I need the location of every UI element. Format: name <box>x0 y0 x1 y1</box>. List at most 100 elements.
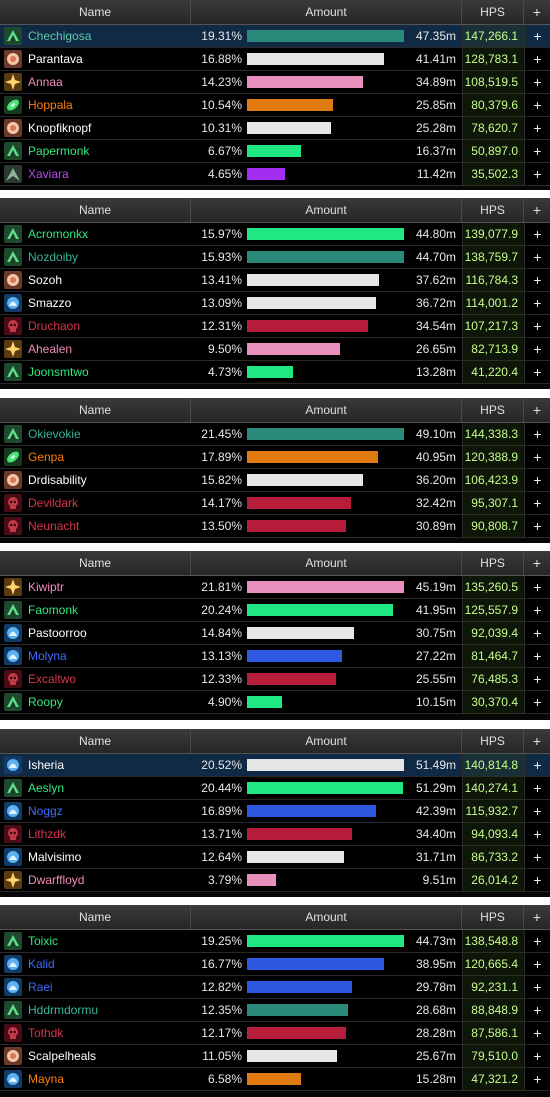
table-row[interactable]: Neunacht 13.50% 30.89m 90,808.7 + <box>0 515 550 538</box>
row-expand-button[interactable]: + <box>524 976 550 999</box>
table-row[interactable]: Excaltwo 12.33% 25.55m 76,485.3 + <box>0 668 550 691</box>
table-row[interactable]: Aeslyn 20.44% 51.29m 140,274.1 + <box>0 777 550 800</box>
row-expand-button[interactable]: + <box>524 869 550 892</box>
row-expand-button[interactable]: + <box>524 315 550 338</box>
table-row[interactable]: Xaviara 4.65% 11.42m 35,502.3 + <box>0 163 550 186</box>
row-expand-button[interactable]: + <box>524 246 550 269</box>
table-row[interactable]: Kiwiptr 21.81% 45.19m 135,260.5 + <box>0 576 550 599</box>
row-expand-button[interactable]: + <box>524 48 550 71</box>
row-expand-button[interactable]: + <box>524 71 550 94</box>
table-row[interactable]: Smazzo 13.09% 36.72m 114,001.2 + <box>0 292 550 315</box>
table-row[interactable]: Malvisimo 12.64% 31.71m 86,733.2 + <box>0 846 550 869</box>
row-expand-button[interactable]: + <box>524 930 550 953</box>
row-expand-button[interactable]: + <box>524 94 550 117</box>
row-expand-button[interactable]: + <box>524 492 550 515</box>
header-expand-button[interactable]: + <box>532 909 542 925</box>
row-expand-button[interactable]: + <box>524 800 550 823</box>
table-row[interactable]: Kalid 16.77% 38.95m 120,665.4 + <box>0 953 550 976</box>
table-row[interactable]: Knopfiknopf 10.31% 25.28m 78,620.7 + <box>0 117 550 140</box>
header-expand-button[interactable]: + <box>532 202 542 218</box>
table-row[interactable]: Acromonkx 15.97% 44.80m 139,077.9 + <box>0 223 550 246</box>
header-name[interactable]: Name <box>0 905 191 929</box>
row-expand-button[interactable]: + <box>524 163 550 186</box>
row-expand-button[interactable]: + <box>524 668 550 691</box>
header-amount[interactable]: Amount <box>191 551 462 575</box>
row-expand-button[interactable]: + <box>524 1022 550 1045</box>
header-hps[interactable]: HPS <box>462 905 524 929</box>
table-row[interactable]: Hddrmdormu 12.35% 28.68m 88,848.9 + <box>0 999 550 1022</box>
table-row[interactable]: Devildark 14.17% 32.42m 95,307.1 + <box>0 492 550 515</box>
header-name[interactable]: Name <box>0 729 191 753</box>
table-row[interactable]: Ahealen 9.50% 26.65m 82,713.9 + <box>0 338 550 361</box>
table-row[interactable]: Tothdk 12.17% 28.28m 87,586.1 + <box>0 1022 550 1045</box>
row-expand-button[interactable]: + <box>524 823 550 846</box>
table-row[interactable]: Sozoh 13.41% 37.62m 116,784.3 + <box>0 269 550 292</box>
table-row[interactable]: Papermonk 6.67% 16.37m 50,897.0 + <box>0 140 550 163</box>
row-expand-button[interactable]: + <box>524 361 550 384</box>
row-expand-button[interactable]: + <box>524 223 550 246</box>
row-expand-button[interactable]: + <box>524 269 550 292</box>
table-row[interactable]: Drdisability 15.82% 36.20m 106,423.9 + <box>0 469 550 492</box>
header-name[interactable]: Name <box>0 551 191 575</box>
table-row[interactable]: Noggz 16.89% 42.39m 115,932.7 + <box>0 800 550 823</box>
header-name[interactable]: Name <box>0 198 191 222</box>
row-expand-button[interactable]: + <box>524 1045 550 1068</box>
table-row[interactable]: Mayna 6.58% 15.28m 47,321.2 + <box>0 1068 550 1091</box>
row-expand-button[interactable]: + <box>524 754 550 777</box>
header-hps[interactable]: HPS <box>462 198 524 222</box>
row-expand-button[interactable]: + <box>524 338 550 361</box>
table-row[interactable]: Joonsmtwo 4.73% 13.28m 41,220.4 + <box>0 361 550 384</box>
table-row[interactable]: Scalpelheals 11.05% 25.67m 79,510.0 + <box>0 1045 550 1068</box>
table-row[interactable]: Dwarffloyd 3.79% 9.51m 26,014.2 + <box>0 869 550 892</box>
table-row[interactable]: Molyna 13.13% 27.22m 81,464.7 + <box>0 645 550 668</box>
row-expand-button[interactable]: + <box>524 599 550 622</box>
row-expand-button[interactable]: + <box>524 140 550 163</box>
header-amount[interactable]: Amount <box>191 729 462 753</box>
row-expand-button[interactable]: + <box>524 846 550 869</box>
table-row[interactable]: Faomonk 20.24% 41.95m 125,557.9 + <box>0 599 550 622</box>
table-row[interactable]: Toixic 19.25% 44.73m 138,548.8 + <box>0 930 550 953</box>
row-expand-button[interactable]: + <box>524 953 550 976</box>
header-hps[interactable]: HPS <box>462 398 524 422</box>
table-row[interactable]: Nozdoiby 15.93% 44.70m 138,759.7 + <box>0 246 550 269</box>
header-expand-button[interactable]: + <box>532 733 542 749</box>
row-expand-button[interactable]: + <box>524 292 550 315</box>
table-row[interactable]: Genpa 17.89% 40.95m 120,388.9 + <box>0 446 550 469</box>
row-expand-button[interactable]: + <box>524 446 550 469</box>
row-expand-button[interactable]: + <box>524 423 550 446</box>
table-row[interactable]: Roopy 4.90% 10.15m 30,370.4 + <box>0 691 550 714</box>
table-row[interactable]: Pastoorroo 14.84% 30.75m 92,039.4 + <box>0 622 550 645</box>
header-expand-button[interactable]: + <box>532 555 542 571</box>
header-amount[interactable]: Amount <box>191 0 462 24</box>
table-row[interactable]: Chechigosa 19.31% 47.35m 147,266.1 + <box>0 25 550 48</box>
table-row[interactable]: Isheria 20.52% 51.49m 140,814.8 + <box>0 754 550 777</box>
header-expand-button[interactable]: + <box>532 402 542 418</box>
header-amount[interactable]: Amount <box>191 198 462 222</box>
table-row[interactable]: Annaa 14.23% 34.89m 108,519.5 + <box>0 71 550 94</box>
row-expand-button[interactable]: + <box>524 999 550 1022</box>
header-hps[interactable]: HPS <box>462 551 524 575</box>
row-expand-button[interactable]: + <box>524 622 550 645</box>
row-expand-button[interactable]: + <box>524 777 550 800</box>
table-row[interactable]: Raei 12.82% 29.78m 92,231.1 + <box>0 976 550 999</box>
table-row[interactable]: Okievokie 21.45% 49.10m 144,338.3 + <box>0 423 550 446</box>
header-name[interactable]: Name <box>0 398 191 422</box>
table-row[interactable]: Hoppala 10.54% 25.85m 80,379.6 + <box>0 94 550 117</box>
table-row[interactable]: Druchaon 12.31% 34.54m 107,217.3 + <box>0 315 550 338</box>
row-expand-button[interactable]: + <box>524 117 550 140</box>
row-expand-button[interactable]: + <box>524 691 550 714</box>
table-row[interactable]: Lithzdk 13.71% 34.40m 94,093.4 + <box>0 823 550 846</box>
row-expand-button[interactable]: + <box>524 25 550 48</box>
table-row[interactable]: Parantava 16.88% 41.41m 128,783.1 + <box>0 48 550 71</box>
row-expand-button[interactable]: + <box>524 576 550 599</box>
row-expand-button[interactable]: + <box>524 1068 550 1091</box>
row-expand-button[interactable]: + <box>524 515 550 538</box>
header-name[interactable]: Name <box>0 0 191 24</box>
row-expand-button[interactable]: + <box>524 469 550 492</box>
header-hps[interactable]: HPS <box>462 0 524 24</box>
header-expand-button[interactable]: + <box>532 4 542 20</box>
header-amount[interactable]: Amount <box>191 905 462 929</box>
header-hps[interactable]: HPS <box>462 729 524 753</box>
row-expand-button[interactable]: + <box>524 645 550 668</box>
header-amount[interactable]: Amount <box>191 398 462 422</box>
